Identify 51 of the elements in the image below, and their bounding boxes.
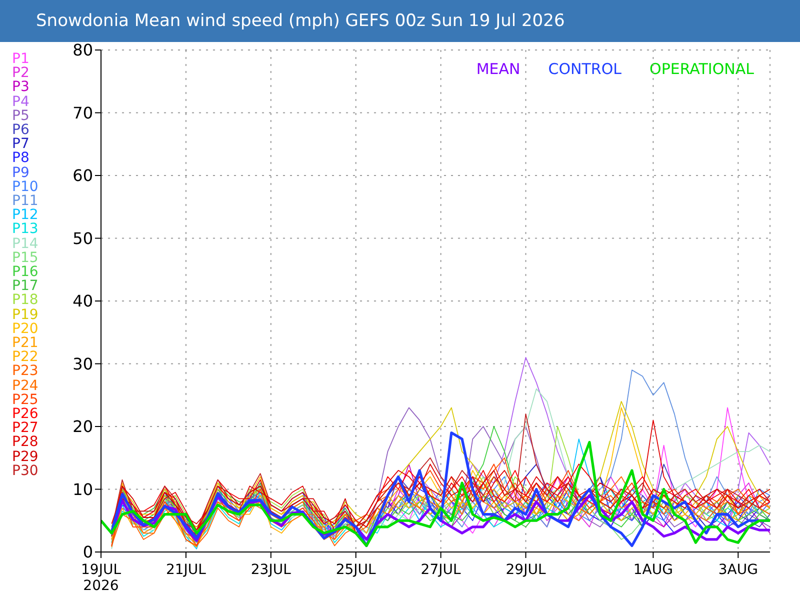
x-tick-label: 1AUG xyxy=(633,562,673,578)
text: P24 xyxy=(12,378,38,394)
text: P1 xyxy=(12,51,30,67)
text: P4 xyxy=(12,94,30,110)
y-tick-label: 50 xyxy=(72,228,93,248)
text: P23 xyxy=(12,363,38,380)
text: P9 xyxy=(12,164,30,181)
text: P10 xyxy=(12,178,38,195)
y-tick-label: 70 xyxy=(72,103,93,122)
y-tick-label: 40 xyxy=(72,292,93,311)
x-tick-label: 29JUL xyxy=(506,562,546,578)
text: P19 xyxy=(12,306,38,323)
text: CONTROL xyxy=(548,60,622,78)
x-tick-label: 19JUL 2026 xyxy=(81,562,122,594)
text: P2 xyxy=(12,65,30,82)
text: P29 xyxy=(12,448,38,465)
text: P27 xyxy=(12,420,38,436)
text: P18 xyxy=(12,292,38,308)
text: P6 xyxy=(12,122,30,138)
text: P15 xyxy=(12,250,38,266)
text: P30 xyxy=(12,462,38,479)
text: P13 xyxy=(12,221,38,238)
text: P16 xyxy=(12,264,38,280)
text: P5 xyxy=(12,108,30,124)
text: P8 xyxy=(12,150,30,166)
text: P22 xyxy=(12,349,38,366)
y-tick-label: 10 xyxy=(72,480,93,499)
x-tick-label: 25JUL xyxy=(336,562,376,578)
text: P20 xyxy=(12,320,38,337)
text: P17 xyxy=(12,278,38,294)
text: P28 xyxy=(12,434,38,450)
x-tick-label: 3AUG xyxy=(718,562,758,578)
text: P7 xyxy=(12,136,30,152)
y-tick-label: 60 xyxy=(72,166,93,186)
y-tick-label: 0 xyxy=(82,542,93,562)
x-tick-label: 23JUL xyxy=(250,562,292,578)
y-tick-label: 30 xyxy=(72,354,93,374)
text: P11 xyxy=(12,193,38,210)
x-tick-label: 27JUL xyxy=(420,562,461,578)
text: P25 xyxy=(12,392,38,408)
text: MEAN xyxy=(476,60,520,78)
text: OPERATIONAL xyxy=(650,60,754,78)
text: P3 xyxy=(12,79,30,96)
x-tick-label: 21JUL xyxy=(166,562,206,578)
text: P21 xyxy=(12,335,38,352)
text: P26 xyxy=(12,406,38,422)
text: P12 xyxy=(12,207,38,224)
text: P14 xyxy=(12,236,38,252)
y-tick-label: 80 xyxy=(72,40,93,60)
chart-title: Snowdonia Mean wind speed (mph) GEFS 00z Sun 19 Jul 2026 xyxy=(0,0,800,42)
y-tick-label: 20 xyxy=(72,417,93,436)
